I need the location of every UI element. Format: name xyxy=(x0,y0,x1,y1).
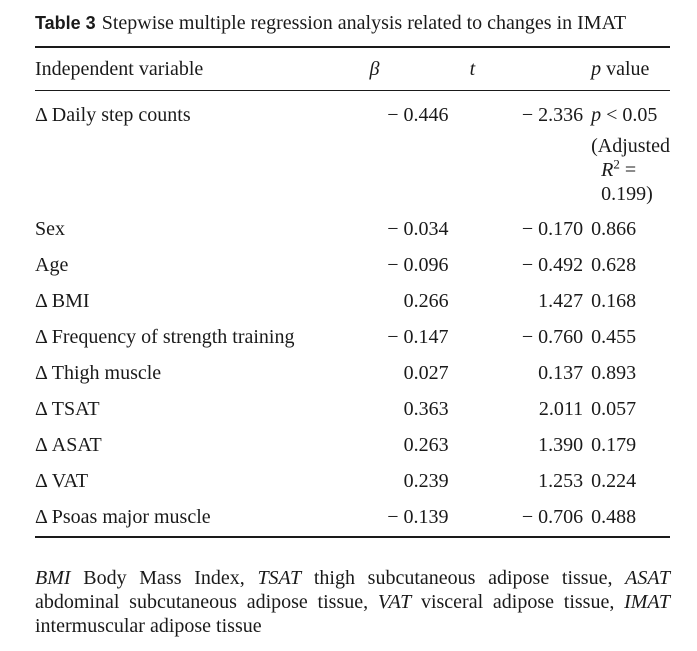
table-header-rule xyxy=(35,90,670,91)
cell-p-value: 0.224 xyxy=(591,470,637,492)
cell-beta: 0.239 xyxy=(403,470,449,492)
cell-t: − 2.336 xyxy=(521,104,584,126)
table-top-rule xyxy=(35,46,670,48)
table-row: Δ Frequency of strength training − 0.147 −… xyxy=(35,319,670,355)
header-rule-row xyxy=(35,90,670,91)
r2-superscript: 2 xyxy=(613,156,620,172)
cell-beta: − 0.147 xyxy=(387,326,449,348)
r2-value: = 0.199) xyxy=(601,159,653,205)
cell-p-symbol: p xyxy=(591,104,602,126)
cell-beta: − 0.034 xyxy=(387,218,449,240)
table-row: Δ Thigh muscle 0.027 0.137 0.893 xyxy=(35,355,670,391)
cell-p-value: 0.455 xyxy=(591,326,637,348)
header-beta: β xyxy=(369,58,380,80)
footnote-definition: thigh subcutaneous adipose tissue, xyxy=(301,567,626,589)
header-independent-variable: Independent variable xyxy=(35,58,204,80)
footnote-abbreviation: ASAT xyxy=(625,567,670,589)
cell-beta: 0.363 xyxy=(403,398,449,420)
footnote-abbreviation: TSAT xyxy=(257,567,302,589)
cell-beta: 0.027 xyxy=(403,362,449,384)
footnote-abbreviation: VAT xyxy=(377,591,412,613)
footnote-abbreviation: IMAT xyxy=(624,591,670,613)
cell-p-threshold: < 0.05 xyxy=(601,104,658,126)
footnote-abbreviation: BMI xyxy=(35,567,71,589)
cell-p-value: 0.628 xyxy=(591,254,637,276)
cell-t: 0.137 xyxy=(538,362,584,384)
footnote-definition: visceral adipose tissue, xyxy=(411,591,625,613)
table-row: Δ VAT 0.239 1.253 0.224 xyxy=(35,463,670,499)
cell-t: − 0.492 xyxy=(521,254,584,276)
cell-t: 2.011 xyxy=(538,398,584,420)
table-figure: Table 3 Stepwise multiple regression anal… xyxy=(35,10,670,638)
cell-variable: Δ Psoas major muscle xyxy=(35,506,211,528)
cell-beta: − 0.446 xyxy=(387,104,449,126)
cell-p-value: 0.168 xyxy=(591,290,637,312)
r2-line: R2 = 0.199) xyxy=(591,156,670,206)
cell-p-value: p < 0.05 (Adjusted R2 = 0.199) xyxy=(591,91,670,211)
cell-variable: Age xyxy=(35,254,69,276)
table-row: Δ Daily step counts − 0.446 − 2.336 p < … xyxy=(35,91,670,211)
cell-p-value: 0.893 xyxy=(591,362,637,384)
cell-t: 1.427 xyxy=(538,290,584,312)
cell-p-value: 0.866 xyxy=(591,218,637,240)
r2-symbol: R xyxy=(601,159,614,181)
cell-beta: − 0.139 xyxy=(387,506,449,528)
table-bottom-rule xyxy=(35,536,670,538)
cell-variable: Δ Daily step counts xyxy=(35,104,191,126)
table-caption-text: Stepwise multiple regression analysis re… xyxy=(101,12,627,34)
adjusted-label: (Adjusted xyxy=(591,135,670,157)
cell-variable: Δ ASAT xyxy=(35,434,102,456)
header-t: t xyxy=(469,58,476,80)
cell-variable: Δ VAT xyxy=(35,470,89,492)
cell-p-value: 0.179 xyxy=(591,434,637,456)
table-row: Age − 0.096 − 0.492 0.628 xyxy=(35,247,670,283)
cell-t: − 0.170 xyxy=(521,218,584,240)
cell-beta: − 0.096 xyxy=(387,254,449,276)
cell-t: − 0.760 xyxy=(521,326,584,348)
cell-p-value: 0.057 xyxy=(591,398,637,420)
cell-t: 1.253 xyxy=(538,470,584,492)
footnote-definition: intermuscular adipose tissue xyxy=(35,615,262,637)
table-caption: Table 3 Stepwise multiple regression anal… xyxy=(35,10,670,36)
header-p-symbol: p xyxy=(591,58,602,80)
table-row: Δ ASAT 0.263 1.390 0.179 xyxy=(35,427,670,463)
cell-variable: Δ TSAT xyxy=(35,398,100,420)
cell-variable: Δ Thigh muscle xyxy=(35,362,162,384)
footnote-definition: Body Mass Index, xyxy=(70,567,258,589)
cell-variable: Δ Frequency of strength training xyxy=(35,326,295,348)
cell-beta: 0.266 xyxy=(403,290,449,312)
cell-p-value: 0.488 xyxy=(591,506,637,528)
table-row: Δ BMI 0.266 1.427 0.168 xyxy=(35,283,670,319)
header-p-suffix: value xyxy=(601,58,650,80)
cell-variable: Sex xyxy=(35,218,65,240)
table-header: Independent variable β t p value xyxy=(35,48,670,91)
cell-beta: 0.263 xyxy=(403,434,449,456)
header-row: Independent variable β t p value xyxy=(35,48,670,90)
table-row: Δ TSAT 0.363 2.011 0.057 xyxy=(35,391,670,427)
table-caption-label: Table 3 xyxy=(35,13,96,33)
table-footnote: BMI Body Mass Index, TSAT thigh subcutan… xyxy=(35,566,670,638)
table-body: Δ Daily step counts − 0.446 − 2.336 p < … xyxy=(35,91,670,536)
table-row: Δ Psoas major muscle − 0.139 − 0.706 0.488 xyxy=(35,499,670,536)
table-row: Sex − 0.034 − 0.170 0.866 xyxy=(35,211,670,247)
footnote-definition: abdominal subcutaneous adipose tissue, xyxy=(35,591,378,613)
cell-t: − 0.706 xyxy=(521,506,584,528)
cell-variable: Δ BMI xyxy=(35,290,90,312)
adjusted-r2-note: (Adjusted R2 = 0.199) xyxy=(591,134,670,206)
cell-t: 1.390 xyxy=(538,434,584,456)
header-p-value: p value xyxy=(591,48,670,90)
regression-table: Independent variable β t p value Δ Daily… xyxy=(35,48,670,536)
